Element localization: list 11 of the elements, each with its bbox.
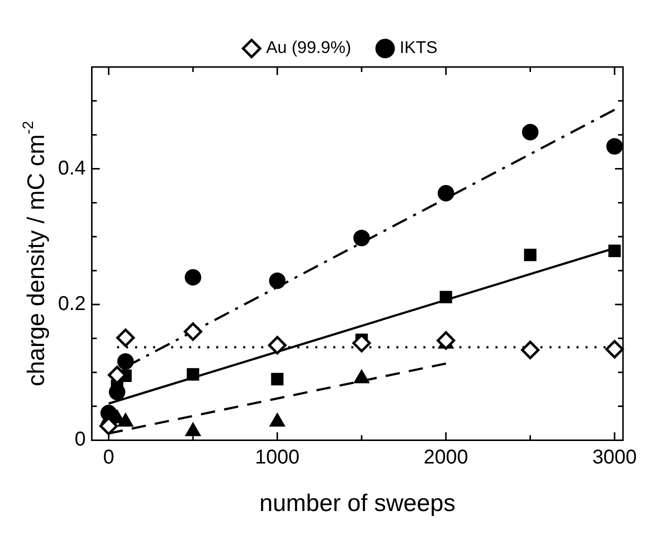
legend-label: Au (99.9%) [266,38,352,58]
x-tick-label: 1000 [255,446,300,469]
x-axis-title: number of sweeps [259,490,456,518]
y-axis-title: charge density / mC cm-2 [20,120,50,386]
y-tick-label: 0.2 [58,293,86,316]
x-tick-label: 0 [103,446,114,469]
x-tick-label: 2000 [424,446,468,469]
y-tick-label: 0 [74,428,86,451]
x-tick-label: 3000 [592,446,637,469]
legend-label: IKTS [400,38,438,58]
y-tick-label: 0.4 [58,157,86,180]
